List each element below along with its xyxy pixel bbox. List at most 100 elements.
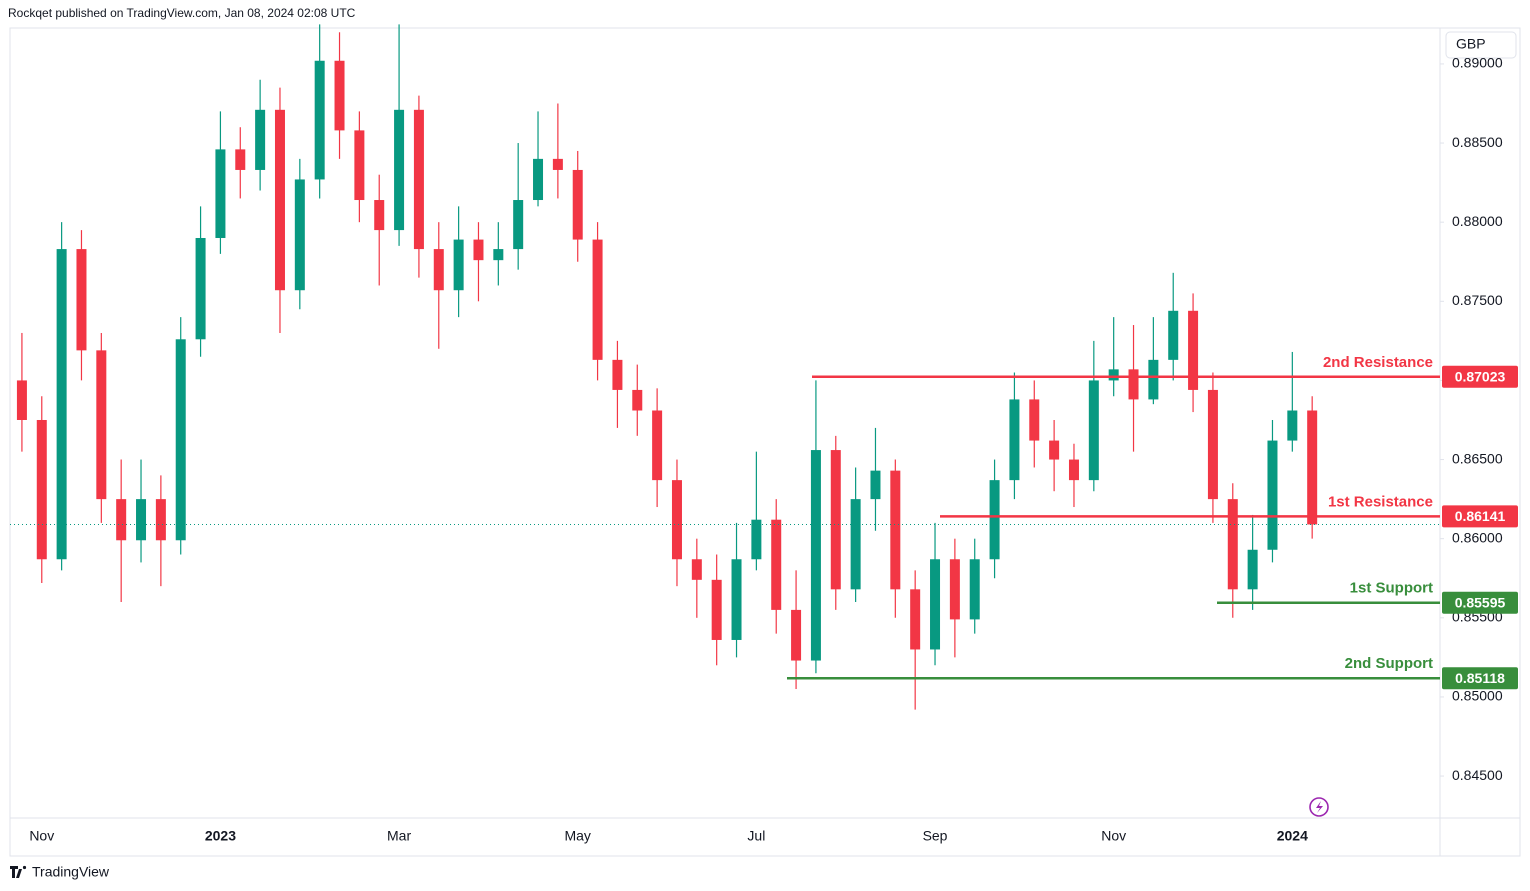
- candle-body: [533, 158, 544, 201]
- candle-body: [572, 169, 583, 240]
- candle-body: [76, 249, 87, 351]
- candle-body: [294, 179, 305, 291]
- candle-body: [274, 109, 285, 291]
- candle-body: [810, 450, 821, 661]
- candle-body: [691, 559, 702, 580]
- y-tick-label: 0.88000: [1452, 213, 1503, 229]
- brand: TradingView: [32, 864, 110, 880]
- candle-body: [1049, 440, 1060, 460]
- level-badge: [1442, 365, 1518, 388]
- candle-body: [433, 249, 444, 291]
- candle-body: [1287, 410, 1298, 441]
- candle-body: [195, 238, 206, 340]
- level-label: 1st Support: [1350, 580, 1433, 597]
- candle-body: [36, 419, 47, 560]
- candle-body: [513, 200, 524, 250]
- candle-body: [890, 470, 901, 590]
- candle-body: [374, 200, 385, 231]
- candle-body: [473, 239, 484, 261]
- candle-body: [612, 359, 623, 390]
- candle-body: [949, 559, 960, 620]
- currency-box[interactable]: [1445, 31, 1517, 59]
- level-label: 1st Resistance: [1328, 493, 1433, 510]
- candle-body: [652, 410, 663, 481]
- candle-body: [989, 480, 1000, 560]
- level-label: 2nd Resistance: [1323, 354, 1433, 371]
- x-tick-label: Nov: [1101, 828, 1126, 844]
- candle-body: [850, 499, 861, 590]
- candle-body: [1188, 310, 1199, 390]
- frame: [9, 27, 1521, 857]
- x-tick-label: Mar: [387, 828, 411, 844]
- candle-body: [1267, 440, 1278, 550]
- currency: GBP: [1456, 36, 1486, 52]
- header: Rockqet published on TradingView.com, Ja…: [8, 6, 356, 20]
- candle-body: [1029, 399, 1040, 441]
- candle-body: [235, 149, 246, 170]
- candle-body: [632, 389, 643, 411]
- candle-body: [1307, 410, 1318, 525]
- candle-body: [731, 559, 742, 640]
- flash-icon[interactable]: [1309, 797, 1329, 817]
- candle-body: [255, 109, 266, 170]
- candle-body: [116, 499, 127, 541]
- level-value: 0.87023: [1455, 368, 1506, 384]
- candle-body: [830, 450, 841, 590]
- candle-body: [1128, 369, 1139, 400]
- candle-body: [1207, 389, 1218, 500]
- level-badge: [1442, 505, 1518, 528]
- level-badge: [1442, 591, 1518, 614]
- y-tick-label: 0.85000: [1452, 688, 1503, 704]
- candle-body: [1088, 380, 1099, 481]
- y-tick-label: 0.89000: [1452, 55, 1503, 71]
- y-tick-label: 0.87500: [1452, 292, 1503, 308]
- candle-body: [1009, 399, 1020, 481]
- candle-body: [354, 130, 365, 201]
- candle-body: [771, 519, 782, 610]
- candle-body: [930, 559, 941, 650]
- candle-body: [870, 470, 881, 500]
- candle-body: [155, 499, 166, 541]
- brand-logo: [10, 865, 27, 878]
- level-value: 0.85118: [1455, 670, 1505, 686]
- x-tick-label: Sep: [923, 828, 948, 844]
- x-tick-label: May: [564, 828, 590, 844]
- level-value: 0.85595: [1455, 594, 1506, 610]
- candle-body: [1168, 310, 1179, 360]
- candle-body: [215, 149, 226, 239]
- candle-body: [314, 60, 325, 180]
- x-tick-label: Nov: [29, 828, 54, 844]
- candle-body: [791, 609, 802, 661]
- candle-body: [711, 579, 722, 640]
- candle-body: [334, 60, 345, 131]
- candle-body: [1148, 359, 1159, 400]
- candle-body: [592, 239, 603, 360]
- candle-body: [493, 249, 504, 261]
- candle-body: [96, 350, 107, 500]
- candle-body: [16, 380, 27, 420]
- x-tick-label: Jul: [747, 828, 765, 844]
- y-tick-label: 0.84500: [1452, 767, 1503, 783]
- level-badge: [1442, 667, 1518, 690]
- x-tick-label: 2023: [205, 828, 236, 844]
- y-tick-label: 0.86500: [1452, 450, 1503, 466]
- level-label: 2nd Support: [1345, 655, 1433, 672]
- candle-body: [552, 158, 563, 170]
- y-tick-label: 0.86000: [1452, 529, 1503, 545]
- candle-body: [394, 109, 405, 231]
- candle-body: [56, 249, 67, 560]
- candle-body: [1068, 459, 1079, 481]
- level-value: 0.86141: [1455, 508, 1506, 524]
- candle-body: [413, 109, 424, 250]
- candle-body: [453, 239, 464, 291]
- candle-body: [175, 339, 186, 541]
- candle-body: [969, 559, 980, 620]
- y-tick-label: 0.88500: [1452, 134, 1503, 150]
- candle-body: [1108, 369, 1119, 381]
- candle-body: [136, 499, 147, 541]
- candle-body: [910, 589, 921, 650]
- candle-body: [1247, 549, 1258, 590]
- x-tick-label: 2024: [1277, 828, 1308, 844]
